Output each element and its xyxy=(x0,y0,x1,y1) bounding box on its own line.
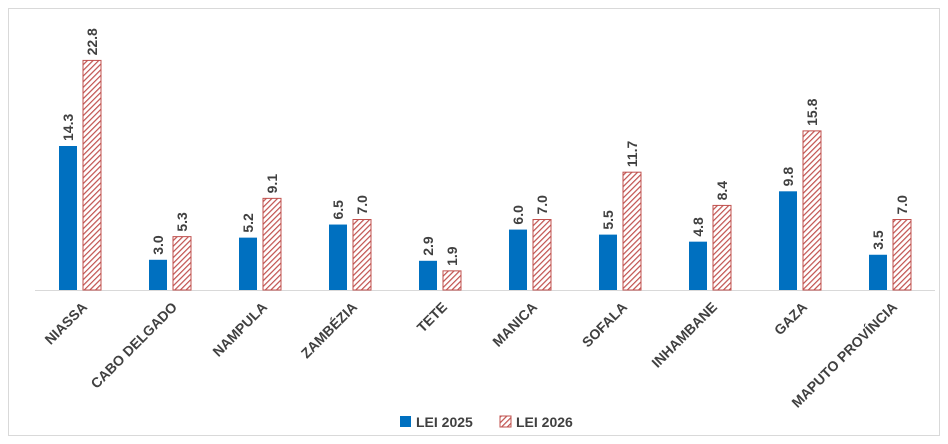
data-label: 2.9 xyxy=(420,236,436,256)
chart-border xyxy=(8,8,940,436)
data-label: 9.8 xyxy=(780,167,796,187)
bar xyxy=(59,145,77,290)
bar xyxy=(532,219,552,291)
data-label: 4.8 xyxy=(690,217,706,237)
legend-swatch xyxy=(400,416,411,427)
bar xyxy=(82,59,102,291)
bar xyxy=(509,229,527,290)
bar xyxy=(262,197,282,291)
data-label: 5.3 xyxy=(174,212,190,232)
bar xyxy=(239,237,257,290)
data-label: 14.3 xyxy=(60,114,76,141)
data-label: 5.5 xyxy=(600,210,616,230)
bar xyxy=(352,219,372,291)
data-label: 3.5 xyxy=(870,230,886,250)
data-label: 6.5 xyxy=(330,200,346,220)
data-label: 9.1 xyxy=(264,174,280,194)
bar xyxy=(599,234,617,290)
bar xyxy=(172,236,192,291)
data-label: 7.0 xyxy=(534,195,550,215)
bar xyxy=(149,259,167,290)
bar xyxy=(689,241,707,290)
bar xyxy=(622,171,642,291)
legend-label: LEI 2026 xyxy=(516,414,573,430)
bar xyxy=(442,270,462,291)
data-label: 3.0 xyxy=(150,235,166,255)
data-label: 8.4 xyxy=(714,181,730,201)
data-label: 6.0 xyxy=(510,205,526,225)
data-label: 1.9 xyxy=(444,246,460,266)
bar xyxy=(892,219,912,291)
bar xyxy=(779,191,797,290)
data-label: 7.0 xyxy=(354,195,370,215)
bar xyxy=(869,254,887,290)
data-label: 5.2 xyxy=(240,213,256,233)
data-label: 11.7 xyxy=(624,140,640,167)
legend-swatch xyxy=(499,415,512,428)
bar xyxy=(329,224,347,290)
bar xyxy=(712,204,732,291)
data-label: 7.0 xyxy=(894,195,910,215)
bar xyxy=(802,130,822,291)
bar xyxy=(419,260,437,290)
data-label: 22.8 xyxy=(84,28,100,55)
legend-label: LEI 2025 xyxy=(416,414,473,430)
data-label: 15.8 xyxy=(804,98,820,125)
